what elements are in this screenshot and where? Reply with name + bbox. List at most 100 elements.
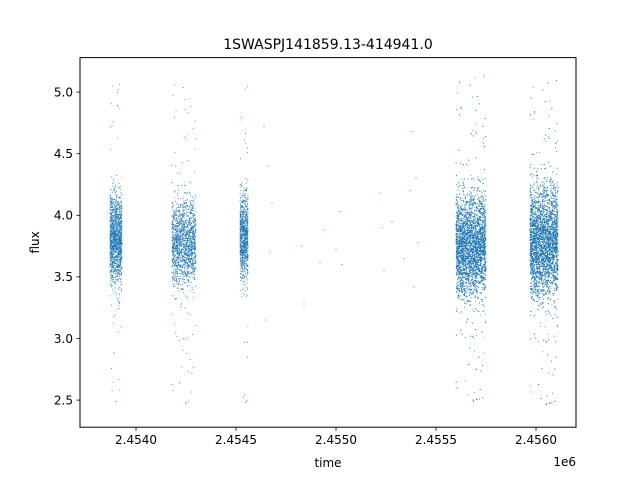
data-point (186, 274, 188, 276)
data-point (240, 211, 242, 213)
data-point (175, 209, 178, 211)
data-point (187, 237, 189, 239)
data-point (109, 228, 112, 230)
data-point (115, 228, 117, 230)
data-point (175, 213, 177, 215)
data-point (185, 244, 187, 246)
data-point (177, 268, 179, 270)
data-point (178, 279, 181, 281)
data-point (175, 282, 177, 284)
data-point (174, 258, 176, 260)
data-point (240, 205, 242, 207)
data-point (173, 236, 175, 238)
data-point (245, 258, 247, 260)
data-point (181, 273, 183, 275)
data-point (187, 241, 189, 244)
data-point (240, 209, 242, 211)
data-point (246, 236, 248, 238)
data-point (191, 240, 193, 243)
data-point (116, 219, 118, 221)
data-point (114, 213, 116, 215)
data-point (244, 294, 246, 296)
data-point (175, 110, 177, 112)
data-point (180, 226, 182, 228)
data-point (241, 278, 243, 280)
data-point (185, 205, 187, 207)
data-point (110, 246, 112, 248)
data-point (244, 204, 247, 206)
data-point (120, 222, 122, 225)
data-point (113, 250, 115, 253)
data-point (172, 238, 174, 240)
data-point (121, 252, 123, 254)
data-point (110, 257, 112, 259)
data-point (184, 209, 186, 211)
data-point (119, 248, 121, 250)
data-point (176, 280, 178, 282)
data-point (189, 245, 191, 247)
data-point (117, 215, 119, 218)
data-point (240, 242, 242, 244)
data-point (241, 236, 243, 238)
data-point (184, 247, 186, 249)
data-point (115, 272, 117, 274)
data-point (114, 247, 116, 249)
data-point (114, 283, 116, 286)
data-point (111, 225, 113, 227)
data-point (112, 284, 114, 287)
data-point (118, 275, 121, 277)
data-point (241, 264, 243, 266)
data-point (113, 235, 115, 237)
data-point (194, 253, 196, 255)
data-point (112, 216, 114, 218)
data-point (110, 197, 112, 199)
data-point (121, 203, 123, 205)
data-point (116, 237, 118, 239)
data-point (190, 263, 192, 265)
data-point (243, 226, 245, 228)
data-point (121, 240, 123, 242)
data-point (194, 262, 196, 264)
data-point (246, 282, 248, 284)
data-point (184, 282, 186, 284)
data-point (183, 252, 185, 254)
data-point (115, 184, 117, 186)
data-point (191, 232, 193, 234)
data-point (244, 290, 246, 292)
data-point (120, 192, 122, 194)
data-point (195, 138, 197, 140)
data-point (121, 207, 123, 209)
data-point (111, 235, 113, 237)
data-point (241, 206, 243, 209)
data-point (112, 189, 114, 191)
data-point (191, 217, 193, 219)
data-point (181, 259, 184, 261)
data-point (115, 209, 117, 211)
data-point (245, 264, 247, 266)
data-point (118, 230, 120, 232)
data-point (112, 245, 114, 247)
data-point (181, 223, 183, 225)
data-point (115, 205, 117, 207)
data-point (239, 232, 241, 234)
data-point (180, 242, 182, 244)
data-point (117, 266, 119, 268)
data-point (183, 238, 185, 240)
data-point (180, 304, 182, 306)
data-point (239, 192, 241, 195)
data-point (120, 204, 123, 207)
data-point (187, 223, 189, 225)
data-point (109, 204, 112, 206)
data-point (174, 264, 176, 266)
data-point (175, 200, 177, 203)
data-point (180, 252, 182, 254)
data-point (114, 233, 116, 235)
data-point (243, 190, 245, 192)
data-point (109, 213, 111, 215)
data-point (241, 223, 243, 226)
data-point (112, 236, 114, 238)
data-point (174, 116, 176, 118)
data-point (174, 240, 176, 242)
data-point (110, 260, 112, 262)
data-point (179, 231, 181, 233)
